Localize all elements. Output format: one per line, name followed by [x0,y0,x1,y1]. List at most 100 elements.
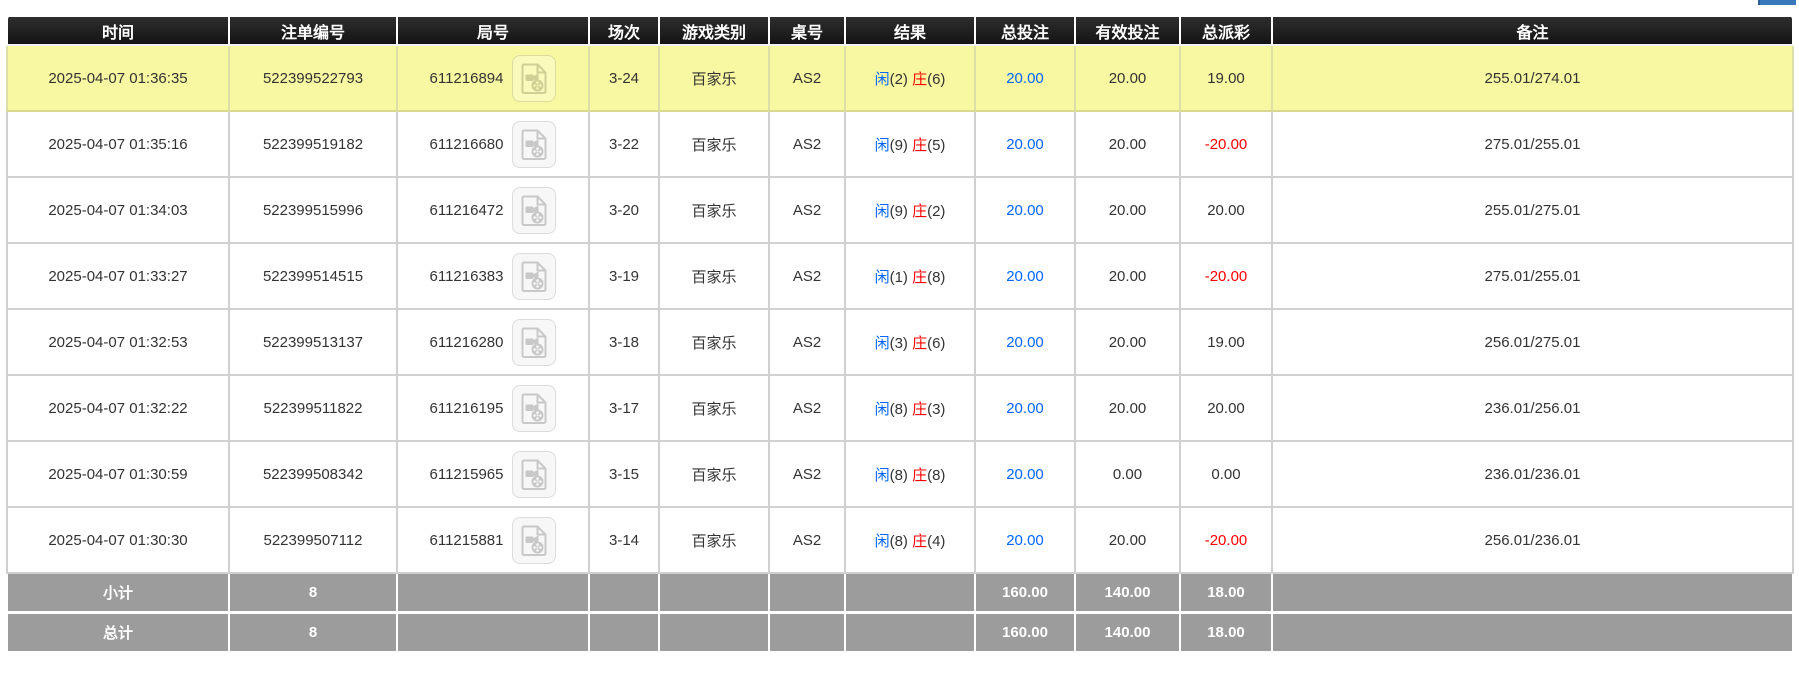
table-row[interactable]: 2025-04-07 01:35:16 522399519182 6112166… [6,112,1794,178]
remark-cell: 275.01/255.01 [1273,112,1794,178]
table-row[interactable]: 2025-04-07 01:36:35 522399522793 6112168… [6,46,1794,112]
column-header-payout: 总派彩 [1181,17,1273,46]
video-replay-button[interactable] [512,516,557,564]
column-header-session: 场次 [590,17,660,46]
remark-cell: 255.01/274.01 [1273,46,1794,112]
session-cell: 3-18 [590,310,660,376]
game-type-cell: 百家乐 [660,442,770,508]
valid-bet-cell: 20.00 [1076,46,1181,112]
video-replay-button[interactable] [512,450,557,498]
summary-payout-cell: 18.00 [1181,574,1273,614]
table-row[interactable]: 2025-04-07 01:33:27 522399514515 6112163… [6,244,1794,310]
bet-id-cell: 522399522793 [230,46,398,112]
time-cell: 2025-04-07 01:32:53 [6,310,230,376]
summary-remark-cell [1273,614,1794,654]
payout-cell: -20.00 [1181,112,1273,178]
session-cell: 3-24 [590,46,660,112]
table-no-cell: AS2 [770,244,846,310]
payout-cell: 19.00 [1181,46,1273,112]
bet-records-table: 时间 注单编号 局号 场次 游戏类别 桌号 结果 总投注 有效投注 总派彩 备注… [6,17,1794,654]
round-cell: 611216383 [398,244,590,310]
remark-cell: 256.01/236.01 [1273,508,1794,574]
grand-total-row: 总计 8 160.00 140.00 18.00 [6,614,1794,654]
total-bet-cell: 20.00 [976,442,1076,508]
table-row[interactable]: 2025-04-07 01:32:22 522399511822 6112161… [6,376,1794,442]
valid-bet-cell: 20.00 [1076,376,1181,442]
column-header-bet-id: 注单编号 [230,17,398,46]
valid-bet-cell: 20.00 [1076,244,1181,310]
column-header-result: 结果 [846,17,976,46]
video-replay-button[interactable] [512,54,557,102]
payout-cell: 19.00 [1181,310,1273,376]
summary-label-cell: 小计 [6,574,230,614]
payout-cell: -20.00 [1181,508,1273,574]
table-row[interactable]: 2025-04-07 01:30:30 522399507112 6112158… [6,508,1794,574]
session-cell: 3-14 [590,508,660,574]
subtotal-row: 小计 8 160.00 140.00 18.00 [6,574,1794,614]
bet-id-cell: 522399507112 [230,508,398,574]
time-cell: 2025-04-07 01:36:35 [6,46,230,112]
remark-cell: 236.01/256.01 [1273,376,1794,442]
game-type-cell: 百家乐 [660,508,770,574]
table-no-cell: AS2 [770,376,846,442]
table-no-cell: AS2 [770,112,846,178]
video-file-icon [521,327,547,358]
table-row[interactable]: 2025-04-07 01:34:03 522399515996 6112164… [6,178,1794,244]
summary-remark-cell [1273,574,1794,614]
result-cell: 闲(9) 庄(5) [846,112,976,178]
table-row[interactable]: 2025-04-07 01:32:53 522399513137 6112162… [6,310,1794,376]
total-bet-cell: 20.00 [976,376,1076,442]
valid-bet-cell: 20.00 [1076,508,1181,574]
round-cell: 611216680 [398,112,590,178]
summary-total-bet-cell: 160.00 [976,614,1076,654]
table-no-cell: AS2 [770,442,846,508]
table-row[interactable]: 2025-04-07 01:30:59 522399508342 6112159… [6,442,1794,508]
video-replay-button[interactable] [512,252,557,300]
valid-bet-cell: 20.00 [1076,178,1181,244]
round-cell: 611216894 [398,46,590,112]
round-cell: 611216280 [398,310,590,376]
video-replay-button[interactable] [512,120,557,168]
video-file-icon [521,261,547,292]
result-cell: 闲(8) 庄(3) [846,376,976,442]
remark-cell: 275.01/255.01 [1273,244,1794,310]
cut-off-top-button[interactable] [1758,0,1796,5]
valid-bet-cell: 0.00 [1076,442,1181,508]
round-cell: 611215881 [398,508,590,574]
video-file-icon [521,525,547,556]
session-cell: 3-19 [590,244,660,310]
column-header-total-bet: 总投注 [976,17,1076,46]
table-no-cell: AS2 [770,46,846,112]
bet-id-cell: 522399514515 [230,244,398,310]
video-replay-button[interactable] [512,318,557,366]
game-type-cell: 百家乐 [660,178,770,244]
bet-id-cell: 522399519182 [230,112,398,178]
result-cell: 闲(8) 庄(8) [846,442,976,508]
round-cell: 611216472 [398,178,590,244]
time-cell: 2025-04-07 01:32:22 [6,376,230,442]
video-file-icon [521,393,547,424]
round-cell: 611215965 [398,442,590,508]
game-type-cell: 百家乐 [660,46,770,112]
time-cell: 2025-04-07 01:35:16 [6,112,230,178]
game-type-cell: 百家乐 [660,310,770,376]
time-cell: 2025-04-07 01:30:59 [6,442,230,508]
summary-label-cell: 总计 [6,614,230,654]
total-bet-cell: 20.00 [976,244,1076,310]
remark-cell: 255.01/275.01 [1273,178,1794,244]
video-replay-button[interactable] [512,186,557,234]
total-bet-cell: 20.00 [976,178,1076,244]
time-cell: 2025-04-07 01:33:27 [6,244,230,310]
summary-total-bet-cell: 160.00 [976,574,1076,614]
valid-bet-cell: 20.00 [1076,112,1181,178]
session-cell: 3-22 [590,112,660,178]
video-replay-button[interactable] [512,384,557,432]
table-no-cell: AS2 [770,178,846,244]
video-file-icon [521,129,547,160]
result-cell: 闲(1) 庄(8) [846,244,976,310]
session-cell: 3-17 [590,376,660,442]
column-header-game-type: 游戏类别 [660,17,770,46]
table-no-cell: AS2 [770,310,846,376]
bet-id-cell: 522399513137 [230,310,398,376]
column-header-time: 时间 [6,17,230,46]
